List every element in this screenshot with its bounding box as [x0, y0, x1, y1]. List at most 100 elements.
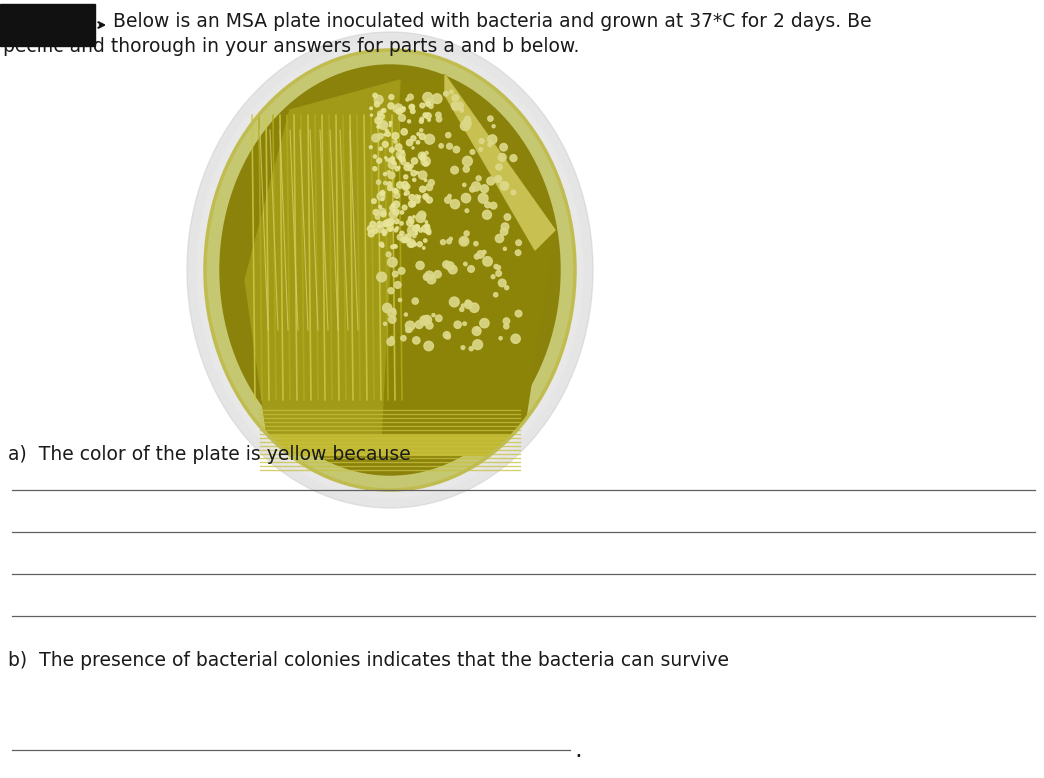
- Circle shape: [410, 136, 416, 141]
- Circle shape: [461, 304, 465, 307]
- Circle shape: [416, 213, 425, 223]
- Ellipse shape: [197, 42, 583, 498]
- Circle shape: [459, 237, 469, 246]
- Circle shape: [375, 117, 382, 124]
- Circle shape: [403, 107, 405, 109]
- Circle shape: [398, 166, 400, 169]
- Circle shape: [389, 210, 398, 219]
- Circle shape: [504, 214, 511, 220]
- Circle shape: [482, 257, 493, 266]
- Circle shape: [387, 338, 395, 345]
- Circle shape: [381, 244, 384, 247]
- Circle shape: [461, 345, 465, 349]
- Circle shape: [468, 265, 474, 272]
- Circle shape: [379, 209, 386, 216]
- Circle shape: [386, 252, 392, 257]
- Circle shape: [377, 272, 386, 282]
- Circle shape: [382, 303, 392, 313]
- Circle shape: [394, 104, 403, 113]
- Circle shape: [419, 152, 426, 159]
- Circle shape: [516, 240, 521, 246]
- Circle shape: [382, 230, 385, 233]
- Circle shape: [381, 198, 384, 201]
- Circle shape: [412, 216, 416, 218]
- Circle shape: [395, 219, 399, 223]
- Circle shape: [499, 337, 502, 340]
- Circle shape: [410, 164, 413, 167]
- Circle shape: [386, 159, 388, 161]
- Circle shape: [511, 335, 520, 343]
- Circle shape: [422, 153, 425, 156]
- Text: Below is an MSA plate inoculated with bacteria and grown at 37*C for 2 days. Be: Below is an MSA plate inoculated with ba…: [113, 12, 872, 30]
- Circle shape: [401, 335, 406, 341]
- Circle shape: [429, 104, 433, 108]
- Circle shape: [373, 166, 377, 170]
- Circle shape: [406, 328, 410, 332]
- Circle shape: [495, 234, 503, 243]
- Circle shape: [388, 160, 397, 169]
- Circle shape: [408, 328, 411, 332]
- Ellipse shape: [220, 65, 560, 475]
- Circle shape: [420, 155, 425, 160]
- Circle shape: [504, 286, 508, 289]
- Circle shape: [407, 120, 410, 123]
- Circle shape: [393, 132, 399, 139]
- Circle shape: [382, 142, 388, 147]
- Circle shape: [383, 223, 386, 226]
- Circle shape: [392, 203, 396, 207]
- Circle shape: [404, 187, 406, 189]
- Circle shape: [403, 186, 407, 190]
- Circle shape: [406, 139, 412, 145]
- Circle shape: [501, 223, 508, 230]
- Circle shape: [373, 209, 379, 215]
- Circle shape: [389, 124, 392, 127]
- Circle shape: [492, 124, 495, 128]
- Circle shape: [470, 149, 475, 154]
- Circle shape: [465, 301, 473, 309]
- Circle shape: [426, 225, 430, 229]
- Circle shape: [472, 182, 480, 191]
- Circle shape: [420, 134, 425, 139]
- Circle shape: [465, 116, 471, 122]
- Circle shape: [393, 272, 398, 277]
- Polygon shape: [270, 435, 520, 455]
- Circle shape: [423, 93, 432, 102]
- Text: pecific and thorough in your answers for parts a and b below.: pecific and thorough in your answers for…: [3, 37, 579, 55]
- Circle shape: [393, 201, 400, 208]
- Circle shape: [407, 94, 413, 100]
- Circle shape: [394, 245, 397, 248]
- Circle shape: [393, 162, 396, 165]
- Circle shape: [500, 181, 508, 190]
- Circle shape: [456, 102, 464, 109]
- Circle shape: [465, 209, 469, 212]
- Circle shape: [380, 121, 387, 128]
- Circle shape: [375, 215, 380, 219]
- Circle shape: [446, 261, 454, 270]
- Circle shape: [389, 205, 395, 211]
- Circle shape: [409, 194, 414, 200]
- Circle shape: [480, 318, 489, 328]
- Circle shape: [384, 134, 386, 136]
- Circle shape: [399, 298, 402, 302]
- Circle shape: [516, 310, 522, 317]
- Circle shape: [434, 271, 442, 278]
- Circle shape: [425, 221, 427, 223]
- Circle shape: [379, 205, 381, 209]
- Circle shape: [380, 191, 384, 196]
- Circle shape: [406, 98, 409, 101]
- Circle shape: [385, 129, 388, 132]
- Circle shape: [420, 316, 429, 325]
- Circle shape: [414, 194, 419, 198]
- Bar: [0, 4, 95, 46]
- Circle shape: [423, 315, 431, 324]
- Circle shape: [416, 321, 423, 328]
- Circle shape: [412, 234, 417, 237]
- Circle shape: [418, 211, 426, 219]
- Circle shape: [488, 143, 492, 146]
- Circle shape: [425, 99, 433, 107]
- Circle shape: [374, 155, 377, 158]
- Circle shape: [477, 251, 484, 258]
- Circle shape: [451, 166, 458, 174]
- Circle shape: [476, 176, 481, 180]
- Circle shape: [496, 265, 500, 270]
